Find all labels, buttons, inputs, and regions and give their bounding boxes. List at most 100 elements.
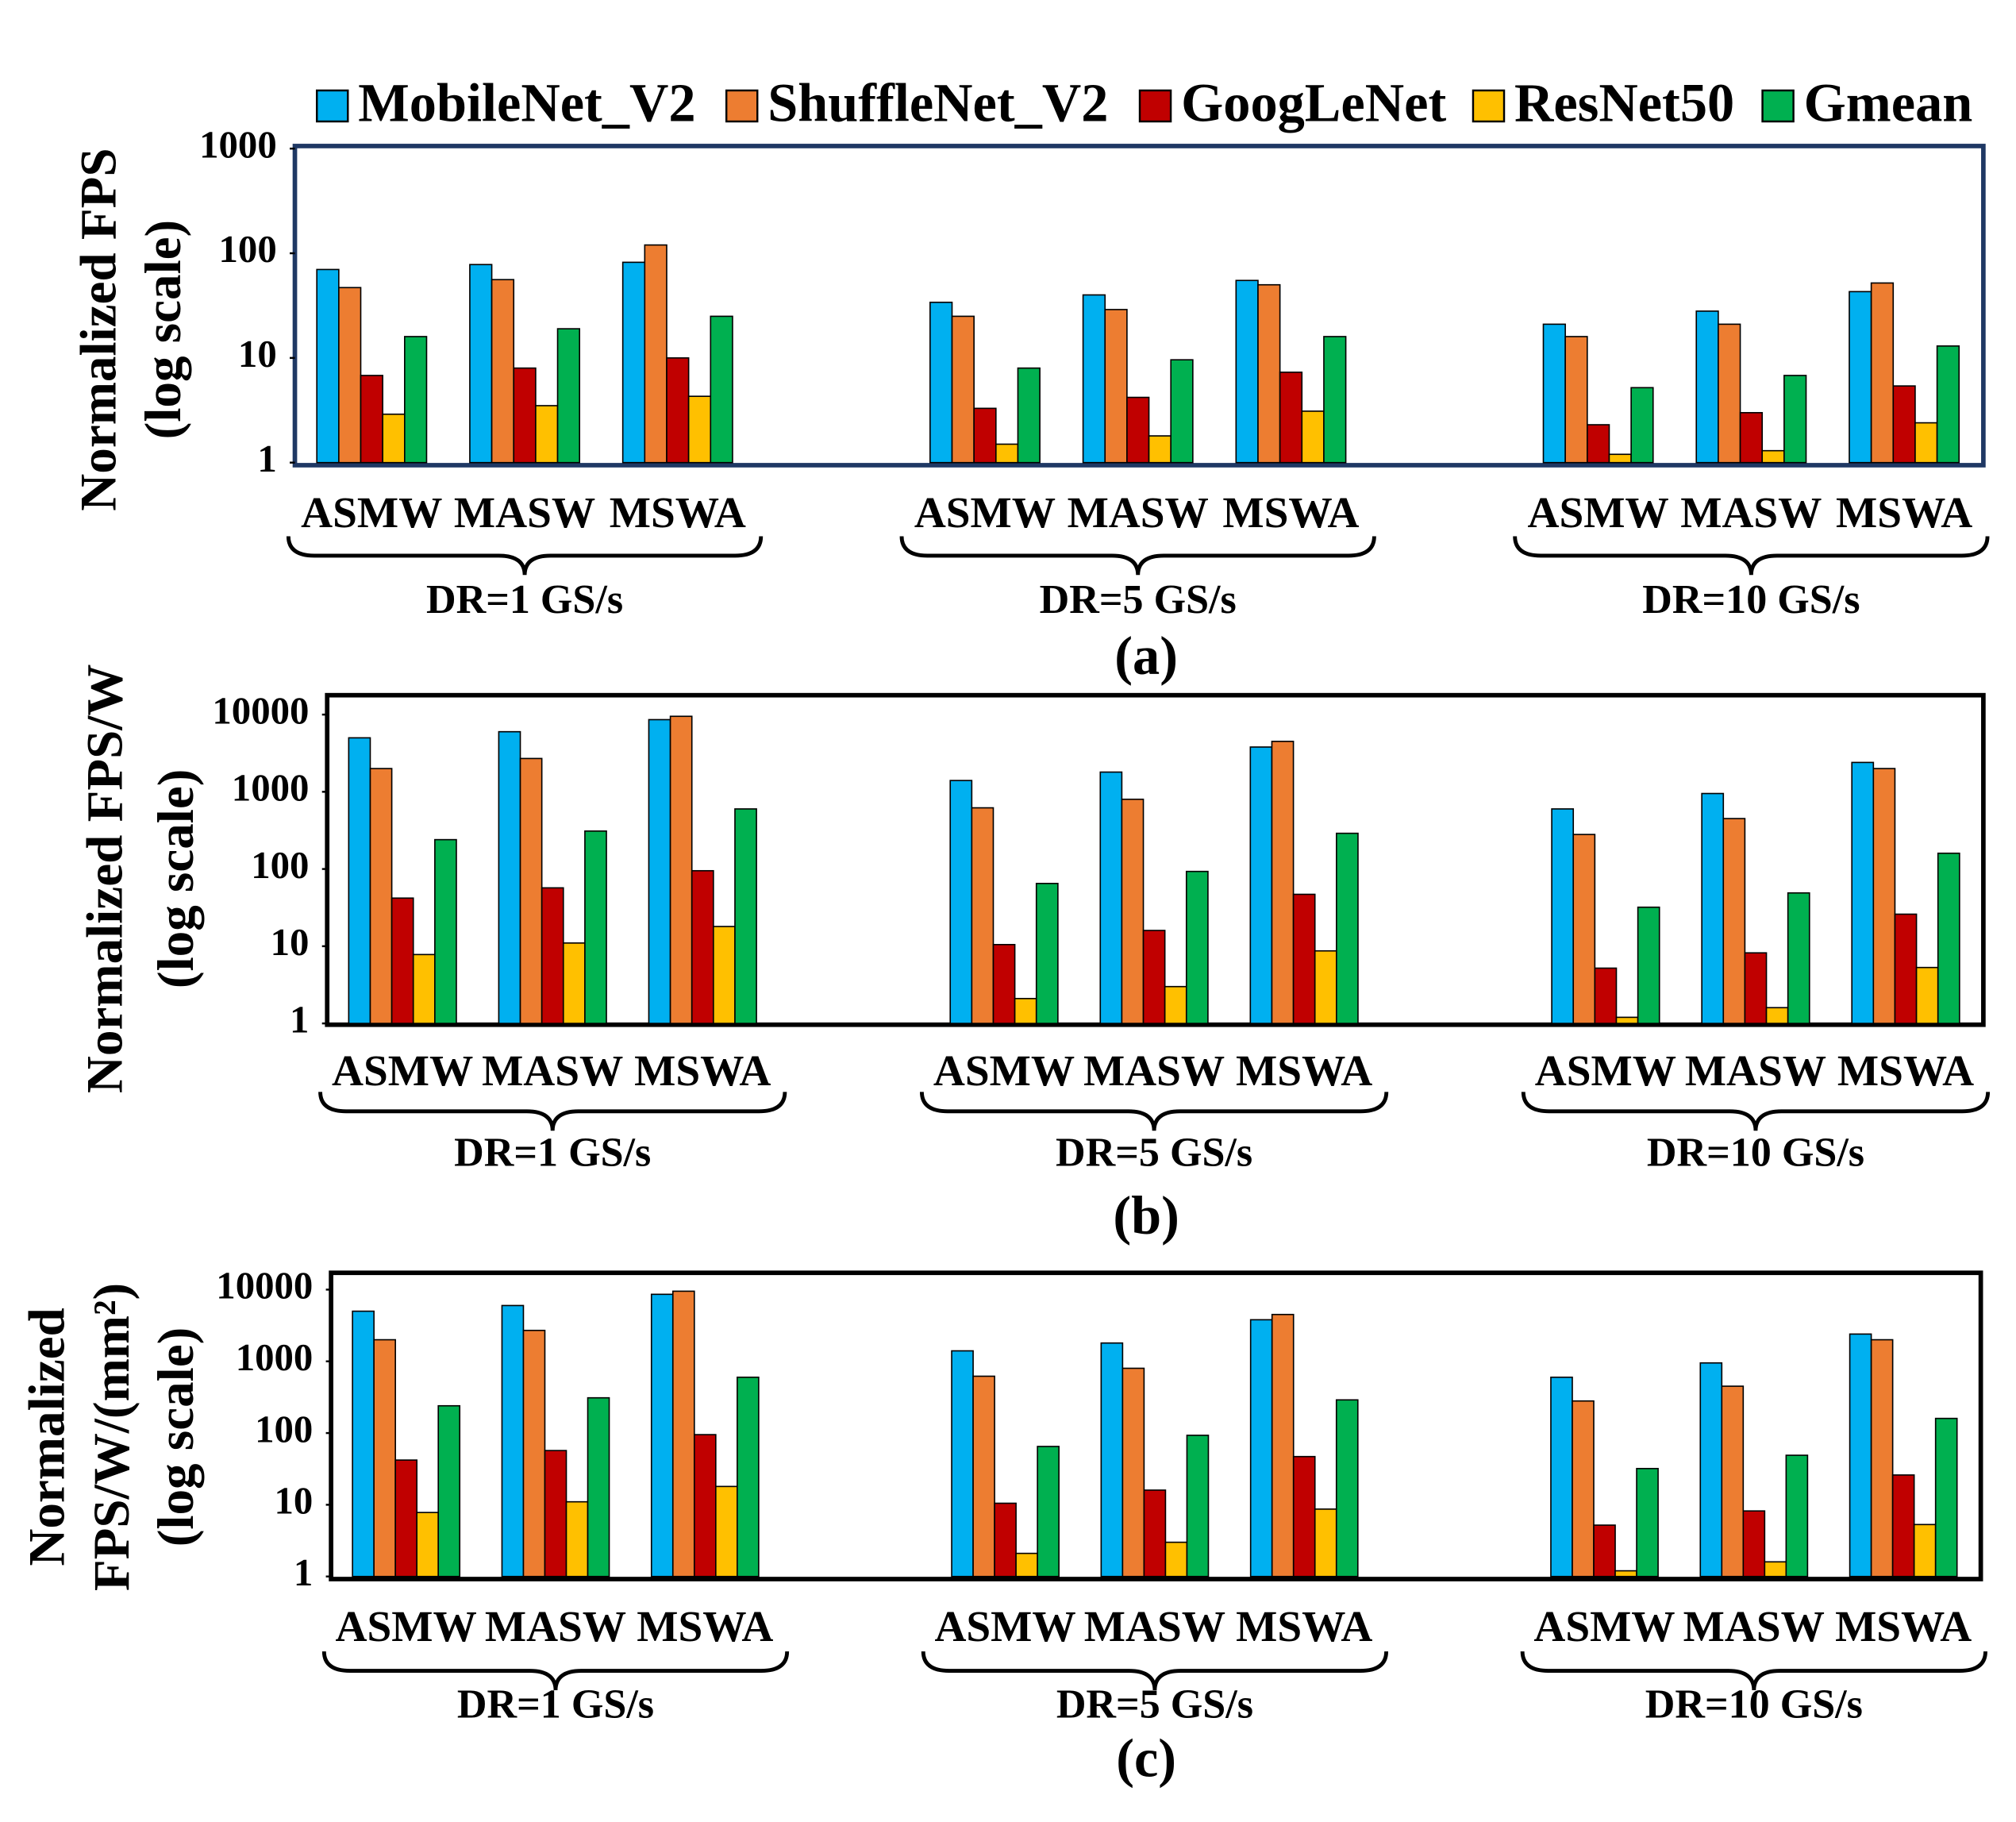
bar — [621, 261, 646, 464]
bar — [951, 315, 975, 464]
bar — [1121, 1367, 1145, 1577]
bar — [562, 942, 586, 1024]
bar — [498, 730, 521, 1024]
x-tick-label: ASMW — [933, 1046, 1075, 1095]
bar — [348, 737, 371, 1024]
bar — [412, 953, 436, 1024]
bar — [1142, 930, 1166, 1024]
bar — [1608, 453, 1632, 464]
bar — [710, 315, 733, 464]
x-tick-label: MASW — [482, 1046, 623, 1095]
x-tick-label: MASW — [1685, 1046, 1826, 1095]
x-tick-label: MSWA — [634, 1046, 771, 1095]
bar — [1614, 1570, 1637, 1577]
x-tick-label: ASMW — [1533, 1602, 1675, 1651]
legend-swatch — [315, 89, 349, 123]
y-tick-label: 10 — [275, 1479, 314, 1523]
group-label: DR=10 GS/s — [1647, 1131, 1864, 1176]
bar — [360, 375, 383, 464]
group-label: DR=1 GS/s — [457, 1682, 654, 1728]
bar — [1279, 372, 1303, 464]
y-tick-label: 100 — [251, 843, 309, 887]
legend-swatch — [1138, 89, 1172, 123]
bar — [522, 1329, 546, 1577]
bar — [403, 336, 428, 464]
bar — [382, 413, 406, 464]
bar — [648, 718, 671, 1024]
bar — [644, 244, 668, 464]
group-label: DR=1 GS/s — [426, 577, 623, 622]
x-tick-label: MASW — [1083, 1046, 1225, 1095]
y-tick-label: 1 — [257, 437, 276, 480]
bar — [1164, 1541, 1188, 1577]
brace — [1521, 1092, 1991, 1131]
x-tick-label: MSWA — [637, 1602, 773, 1651]
bar — [1739, 411, 1764, 464]
bar — [995, 443, 1019, 464]
bar — [1336, 832, 1359, 1024]
bar — [1015, 1552, 1038, 1577]
bar — [1104, 309, 1128, 464]
bar — [669, 715, 693, 1024]
bar — [1934, 1417, 1958, 1577]
plot-frame — [325, 692, 1986, 1027]
group-label: DR=10 GS/s — [1645, 1682, 1863, 1728]
x-tick-label: ASMW — [1535, 1046, 1676, 1095]
bar — [1249, 746, 1273, 1024]
bar — [1637, 906, 1660, 1024]
brace — [321, 1651, 790, 1691]
bar — [1314, 950, 1337, 1024]
bar — [1701, 792, 1725, 1024]
bar — [1764, 1561, 1787, 1577]
y-tick-label: 1000 — [199, 122, 277, 166]
bar — [1099, 771, 1123, 1024]
brace — [899, 536, 1376, 576]
y-tick-label: 10 — [238, 332, 277, 376]
bar — [1014, 997, 1037, 1024]
bar — [1761, 449, 1785, 464]
bar — [394, 1459, 418, 1577]
bar — [1744, 952, 1768, 1024]
x-tick-label: ASMW — [1527, 488, 1668, 537]
bar — [541, 887, 564, 1024]
bar — [1630, 387, 1654, 464]
caption: (b) — [1113, 1185, 1179, 1246]
legend-swatch — [1472, 89, 1506, 123]
bar — [369, 768, 393, 1024]
x-tick-label: MSWA — [1836, 488, 1972, 537]
bar — [587, 1396, 610, 1577]
y-axis-label: Normalized — [18, 1308, 75, 1566]
brace — [318, 1092, 787, 1131]
bar — [1292, 893, 1316, 1024]
bar — [1301, 410, 1325, 464]
x-tick-label: MASW — [1680, 488, 1822, 537]
bar — [1593, 1524, 1616, 1577]
x-tick-label: MSWA — [1837, 1046, 1974, 1095]
bar — [352, 1310, 375, 1577]
bar — [1335, 1399, 1359, 1577]
bar — [1235, 279, 1259, 464]
bar — [584, 830, 607, 1024]
bar — [737, 1376, 760, 1577]
bar — [1894, 913, 1918, 1024]
bar — [316, 268, 340, 464]
x-tick-label: MSWA — [1236, 1046, 1372, 1095]
bar — [1849, 291, 1872, 464]
bar — [1186, 1435, 1210, 1577]
bar — [1292, 1455, 1316, 1577]
legend-swatch — [1761, 89, 1795, 123]
bar — [491, 279, 515, 464]
y-tick-label: 10000 — [212, 688, 309, 732]
x-tick-label: MASW — [1683, 1602, 1825, 1651]
y-axis-label: Normalized FPS — [71, 148, 128, 510]
bar — [1742, 1510, 1766, 1577]
bar — [1249, 1319, 1273, 1577]
bar — [1721, 1385, 1745, 1577]
bar — [1035, 882, 1059, 1024]
bar — [1121, 798, 1145, 1024]
legend-swatch — [725, 89, 759, 123]
brace — [1513, 536, 1990, 576]
bar — [501, 1304, 525, 1577]
bar — [1695, 310, 1719, 464]
bar — [565, 1500, 589, 1577]
